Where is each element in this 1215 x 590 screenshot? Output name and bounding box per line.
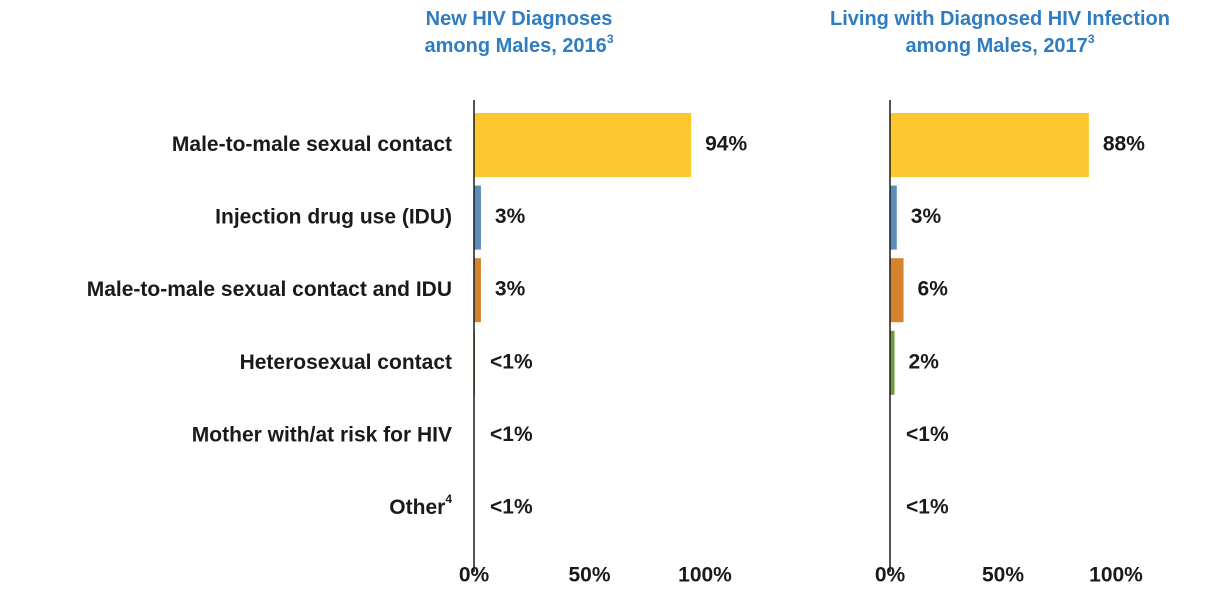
footnote: 4: [445, 492, 452, 506]
category-label: Mother with/at risk for HIV: [192, 423, 452, 446]
chart-title: New HIV Diagnoses: [426, 8, 613, 30]
category-text: Injection drug use (IDU): [215, 205, 452, 228]
chart-title: among Males, 20163: [425, 32, 614, 57]
bar: [890, 185, 897, 250]
value-label: 94%: [705, 133, 747, 156]
value-label: 88%: [1103, 133, 1145, 156]
category-label: Male-to-male sexual contact and IDU: [87, 278, 452, 301]
bar: [890, 113, 1089, 177]
bar: [474, 258, 481, 323]
category-label: Other4: [389, 492, 452, 518]
x-tick-label: 0%: [459, 564, 490, 587]
category-text: Male-to-male sexual contact and IDU: [87, 278, 452, 301]
x-tick-label: 100%: [1089, 564, 1143, 587]
value-label: 6%: [918, 278, 949, 301]
bar: [474, 113, 692, 177]
value-label: <1%: [490, 350, 533, 373]
category-text: Mother with/at risk for HIV: [192, 423, 452, 446]
value-label: 3%: [495, 278, 526, 301]
title-text: among Males, 2016: [425, 35, 607, 57]
footnote: 3: [607, 32, 614, 46]
x-tick-label: 50%: [568, 564, 610, 587]
value-label: <1%: [906, 496, 949, 519]
chart-title: Living with Diagnosed HIV Infection: [830, 8, 1170, 30]
x-tick-label: 100%: [678, 564, 732, 587]
value-label: 3%: [911, 205, 942, 228]
category-label: Injection drug use (IDU): [215, 205, 452, 228]
chart-title: among Males, 20173: [906, 32, 1095, 57]
value-label: <1%: [490, 423, 533, 446]
category-text: Heterosexual contact: [240, 350, 452, 373]
value-label: 3%: [495, 205, 526, 228]
category-text: Male-to-male sexual contact: [172, 133, 452, 156]
title-text: New HIV Diagnoses: [426, 8, 613, 30]
value-label: <1%: [906, 423, 949, 446]
category-text: Other: [389, 496, 445, 519]
bar: [890, 330, 895, 395]
title-text: Living with Diagnosed HIV Infection: [830, 8, 1170, 30]
category-label: Male-to-male sexual contact: [172, 133, 452, 156]
value-label: <1%: [490, 496, 533, 519]
value-label: 2%: [909, 350, 940, 373]
footnote: 3: [1088, 32, 1095, 46]
x-tick-label: 0%: [875, 564, 906, 587]
bar: [890, 258, 904, 323]
category-label: Heterosexual contact: [240, 350, 452, 373]
bar: [474, 185, 481, 250]
x-tick-label: 50%: [982, 564, 1024, 587]
title-text: among Males, 2017: [906, 35, 1088, 57]
